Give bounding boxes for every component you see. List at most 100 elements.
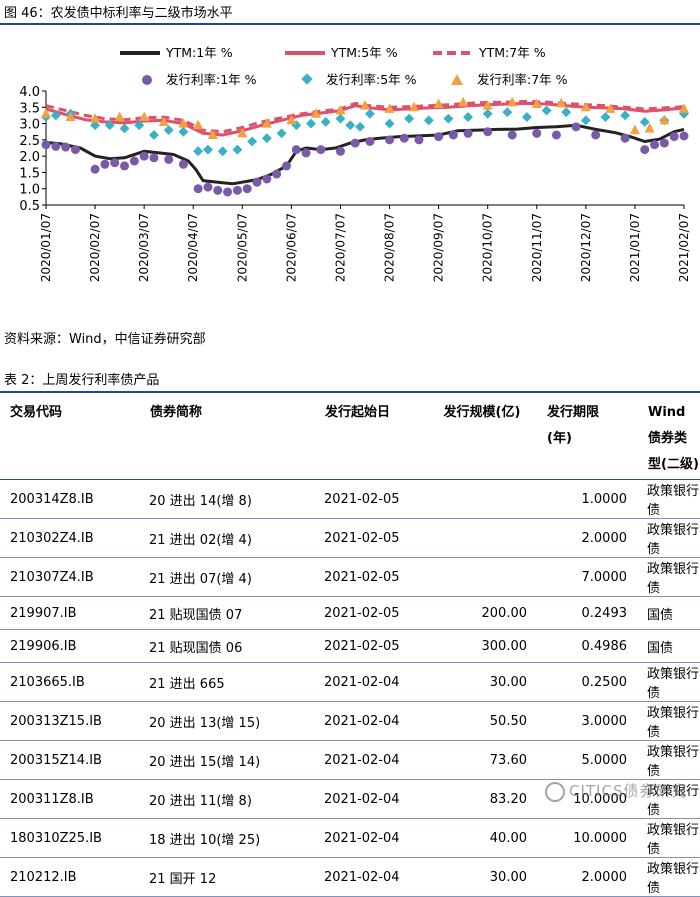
issue-1y-point <box>213 185 223 195</box>
cell-term: 7.0000 <box>533 557 647 597</box>
issue-1y-point <box>272 169 282 179</box>
issue-7y-point <box>90 113 101 123</box>
figure-source: 资料来源：Wind，中信证券研究部 <box>4 332 206 347</box>
issue-1y-point <box>223 187 233 197</box>
issue-1y-point <box>532 128 542 138</box>
y-tick-label: 2.0 <box>19 150 40 165</box>
table-row: 219907.IB 21 贴现国债 07 2021-02-05 200.00 0.249… <box>0 596 700 630</box>
cell-code: 219907.IB <box>0 596 149 630</box>
issue-1y-point <box>193 184 203 194</box>
issue-1y-point <box>203 182 213 192</box>
cell-code: 210212.IB <box>0 857 149 897</box>
cell-code: 210302Z4.IB <box>0 518 149 558</box>
issue-1y-point <box>252 177 262 187</box>
issue-5y-point <box>163 125 174 136</box>
issue-5y-point <box>355 121 366 132</box>
table-row: 210302Z4.IB 21 进出 02(增 4) 2021-02-05 2.0000… <box>0 518 700 558</box>
issue-7y-point <box>433 98 444 109</box>
issue-1y-point <box>41 140 51 150</box>
cell-term: 0.4986 <box>533 629 647 663</box>
x-tick-label: 2020/09/07 <box>432 213 446 282</box>
cell-start-date: 2021-02-04 <box>324 857 436 897</box>
x-tick-label: 2020/01/07 <box>39 213 53 282</box>
chart-plot-area <box>41 96 689 197</box>
table-caption: 表 2：上周发行利率债产品 <box>4 373 160 388</box>
cell-code: 210307Z4.IB <box>0 557 149 597</box>
cell-type: 政策银行债 <box>647 518 700 558</box>
issue-5y-point <box>541 105 552 116</box>
issue-7y-point <box>659 114 670 125</box>
figure-top-rule <box>0 23 700 25</box>
cell-type: 政策银行债 <box>647 557 700 597</box>
issue-7y-point <box>458 96 469 107</box>
issue-1y-point <box>90 164 100 174</box>
cell-code: 200314Z8.IB <box>0 479 149 519</box>
legend-iss7-marker <box>451 74 463 85</box>
issue-7y-point <box>261 118 272 128</box>
legend-ytm7-label: YTM:7年 % <box>478 45 546 60</box>
table-row: 210307Z4.IB 21 进出 07(增 4) 2021-02-05 7.0000… <box>0 557 700 597</box>
issue-1y-point <box>551 130 561 140</box>
issue-1y-point <box>232 185 242 195</box>
issue-1y-point <box>620 133 630 143</box>
cell-name: 20 进出 14(增 8) <box>149 479 324 519</box>
cell-term: 10.0000 <box>533 818 647 858</box>
issue-1y-point <box>120 161 130 171</box>
figure-caption: 图 46：农发债中标利率与二级市场水平 <box>4 6 233 21</box>
issue-7y-point <box>207 129 218 139</box>
cell-name: 18 进出 10(增 25) <box>149 818 324 858</box>
issue-5y-point <box>178 126 189 137</box>
x-tick-label: 2021/01/07 <box>628 213 642 282</box>
table-row: 200314Z8.IB 20 进出 14(增 8) 2021-02-05 1.0000… <box>0 479 700 519</box>
y-tick-label: 3.5 <box>19 101 40 116</box>
cell-type: 国债 <box>647 629 700 663</box>
x-tick-label: 2020/11/07 <box>530 213 544 282</box>
cell-start-date: 2021-02-04 <box>324 818 436 858</box>
cell-name: 20 进出 13(增 15) <box>149 701 324 741</box>
y-tick-label: 2.5 <box>19 134 40 149</box>
cell-size: 30.00 <box>436 857 533 897</box>
issue-5y-point <box>639 116 650 127</box>
issue-7y-point <box>482 100 493 110</box>
cell-type: 政策银行债 <box>647 740 700 780</box>
chart-axes: 0.51.0 1.52.02.53.0 3.54.0 2020/01/07 2020/0… <box>19 85 691 282</box>
y-tick-label: 0.5 <box>19 199 40 214</box>
issue-5y-point <box>364 108 375 119</box>
issue-7y-point <box>41 108 51 118</box>
issue-1y-point <box>659 138 669 148</box>
x-tick-label: 2020/03/07 <box>137 213 151 282</box>
series-line-1 <box>45 101 685 137</box>
issue-5y-point <box>90 120 101 131</box>
table-top-rule <box>0 391 700 393</box>
cell-size: 50.50 <box>436 701 533 741</box>
cell-code: 200311Z8.IB <box>0 779 149 819</box>
issue-5y-point <box>522 112 532 123</box>
header-start-date: 发行起始日 <box>324 393 436 480</box>
x-tick-label: 2020/08/07 <box>383 213 397 282</box>
issue-5y-point <box>232 144 243 155</box>
cell-name: 21 进出 07(增 4) <box>149 557 324 597</box>
watermark: CITICS债券研究 <box>545 780 687 802</box>
x-tick-label: 2020/02/07 <box>88 213 102 282</box>
issue-7y-point <box>360 100 370 110</box>
cell-type: 政策银行债 <box>647 818 700 858</box>
cell-code: 2103665.IB <box>0 662 149 702</box>
issue-7y-point <box>65 111 76 122</box>
issue-5y-point <box>482 108 493 119</box>
issue-5y-point <box>247 136 258 147</box>
issue-1y-point <box>507 130 517 140</box>
issue-1y-point <box>399 133 409 143</box>
issue-1y-point <box>414 135 424 145</box>
cell-code: 200313Z15.IB <box>0 701 149 741</box>
issue-1y-point <box>281 161 291 171</box>
cell-term: 3.0000 <box>533 701 647 741</box>
cell-type: 政策银行债 <box>647 479 700 519</box>
cell-name: 21 国开 12 <box>149 857 324 897</box>
issue-5y-point <box>561 107 572 118</box>
legend-ytm1-label: YTM:1年 % <box>165 45 233 60</box>
cell-size <box>436 479 533 519</box>
cell-term: 0.2500 <box>533 662 647 702</box>
issue-7y-point <box>178 118 189 128</box>
issue-5y-point <box>335 113 346 124</box>
cell-type: 政策银行债 <box>647 662 700 702</box>
